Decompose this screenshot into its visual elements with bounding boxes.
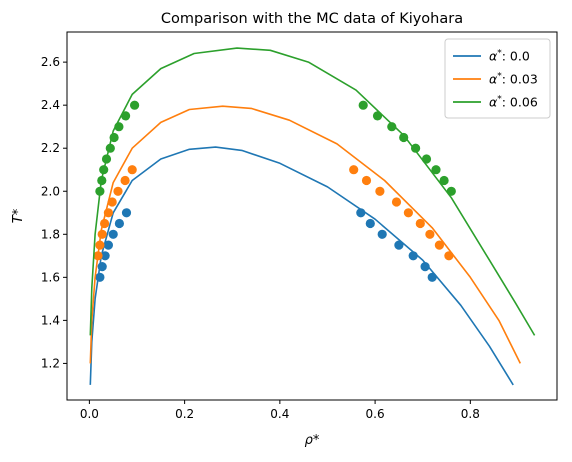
data-point-2-12 <box>399 132 409 143</box>
data-point-1-0 <box>93 251 103 261</box>
data-point-2-13 <box>411 143 421 153</box>
series-line-1 <box>89 105 522 364</box>
x-tick-label-1: 0.2 <box>175 407 194 421</box>
ticks-layer: 0.0 0.2 0.4 0.6 0.8 1.2 1.4 1.6 1.8 2.0 2.2 2.4 2.6 <box>41 55 480 421</box>
data-point-2-0 <box>95 186 105 196</box>
data-point-2-6 <box>114 122 124 132</box>
data-point-1-1 <box>95 240 105 250</box>
data-point-0-12 <box>420 262 430 272</box>
plot-frame <box>66 31 558 401</box>
data-point-2-11 <box>387 122 397 132</box>
data-point-1-6 <box>113 186 123 196</box>
x-tick-label-4: 0.8 <box>461 407 480 421</box>
data-point-2-2 <box>99 165 109 175</box>
data-point-2-3 <box>101 154 112 164</box>
data-point-1-8 <box>127 165 137 175</box>
data-point-0-1 <box>97 262 107 272</box>
data-point-1-11 <box>375 186 385 196</box>
y-tick-label-4: 2.0 <box>41 184 60 198</box>
data-point-0-8 <box>365 218 375 229</box>
legend-label-0: α*: 0.0 <box>489 49 530 64</box>
data-point-2-8 <box>130 100 140 110</box>
data-point-0-0 <box>95 272 105 282</box>
data-point-1-13 <box>403 208 413 218</box>
series-line-0 <box>89 146 514 386</box>
x-tick-label-3: 0.6 <box>366 407 385 421</box>
y-tick-label-0: 1.2 <box>41 356 60 370</box>
y-axis-label: T* <box>11 208 26 223</box>
y-tick-label-2: 1.6 <box>41 270 60 284</box>
data-point-0-3 <box>103 240 113 250</box>
data-point-2-16 <box>439 175 449 186</box>
data-point-0-11 <box>408 251 418 261</box>
data-point-1-15 <box>425 229 435 239</box>
data-point-0-6 <box>121 208 132 218</box>
data-point-1-10 <box>361 175 372 186</box>
data-point-1-2 <box>97 229 107 239</box>
data-point-1-14 <box>415 218 425 229</box>
data-point-0-5 <box>114 218 124 229</box>
data-point-1-12 <box>391 197 402 207</box>
data-point-0-4 <box>108 229 118 239</box>
data-point-0-13 <box>427 272 437 282</box>
data-point-1-9 <box>349 165 359 175</box>
data-point-1-4 <box>103 208 113 218</box>
y-tick-label-1: 1.4 <box>41 313 60 327</box>
data-point-2-14 <box>421 154 432 164</box>
data-point-2-9 <box>358 100 368 110</box>
data-point-0-2 <box>100 251 110 261</box>
data-point-1-16 <box>434 240 444 250</box>
data-point-0-7 <box>356 208 366 218</box>
data-point-0-9 <box>377 229 387 239</box>
series-line-2 <box>89 47 536 336</box>
series-layer <box>89 47 536 386</box>
data-point-2-5 <box>109 132 119 143</box>
x-tick-label-2: 0.4 <box>270 407 289 421</box>
y-tick-label-3: 1.8 <box>41 227 60 241</box>
data-point-0-10 <box>394 240 404 250</box>
data-point-1-7 <box>120 175 130 186</box>
data-point-2-7 <box>121 111 131 121</box>
x-tick-label-0: 0.0 <box>80 407 99 421</box>
legend-box <box>444 38 551 119</box>
legend-label-1: α*: 0.03 <box>489 72 538 87</box>
data-point-1-17 <box>444 251 454 261</box>
y-tick-label-6: 2.4 <box>41 98 60 112</box>
legend-label-2: α*: 0.06 <box>489 95 538 110</box>
y-tick-label-7: 2.6 <box>41 55 60 69</box>
chart-title: Comparison with the MC data of Kiyohara <box>161 11 463 27</box>
x-axis-label: ρ* <box>305 433 320 448</box>
data-point-1-3 <box>100 218 110 229</box>
data-point-1-5 <box>107 197 117 207</box>
data-point-2-15 <box>431 165 441 175</box>
data-point-2-4 <box>105 143 115 153</box>
data-point-2-10 <box>372 111 383 121</box>
data-point-2-1 <box>97 175 107 186</box>
data-point-2-17 <box>446 186 456 196</box>
y-tick-label-5: 2.2 <box>41 141 60 155</box>
legend: α*: 0.0 α*: 0.03 α*: 0.06 <box>444 38 551 119</box>
